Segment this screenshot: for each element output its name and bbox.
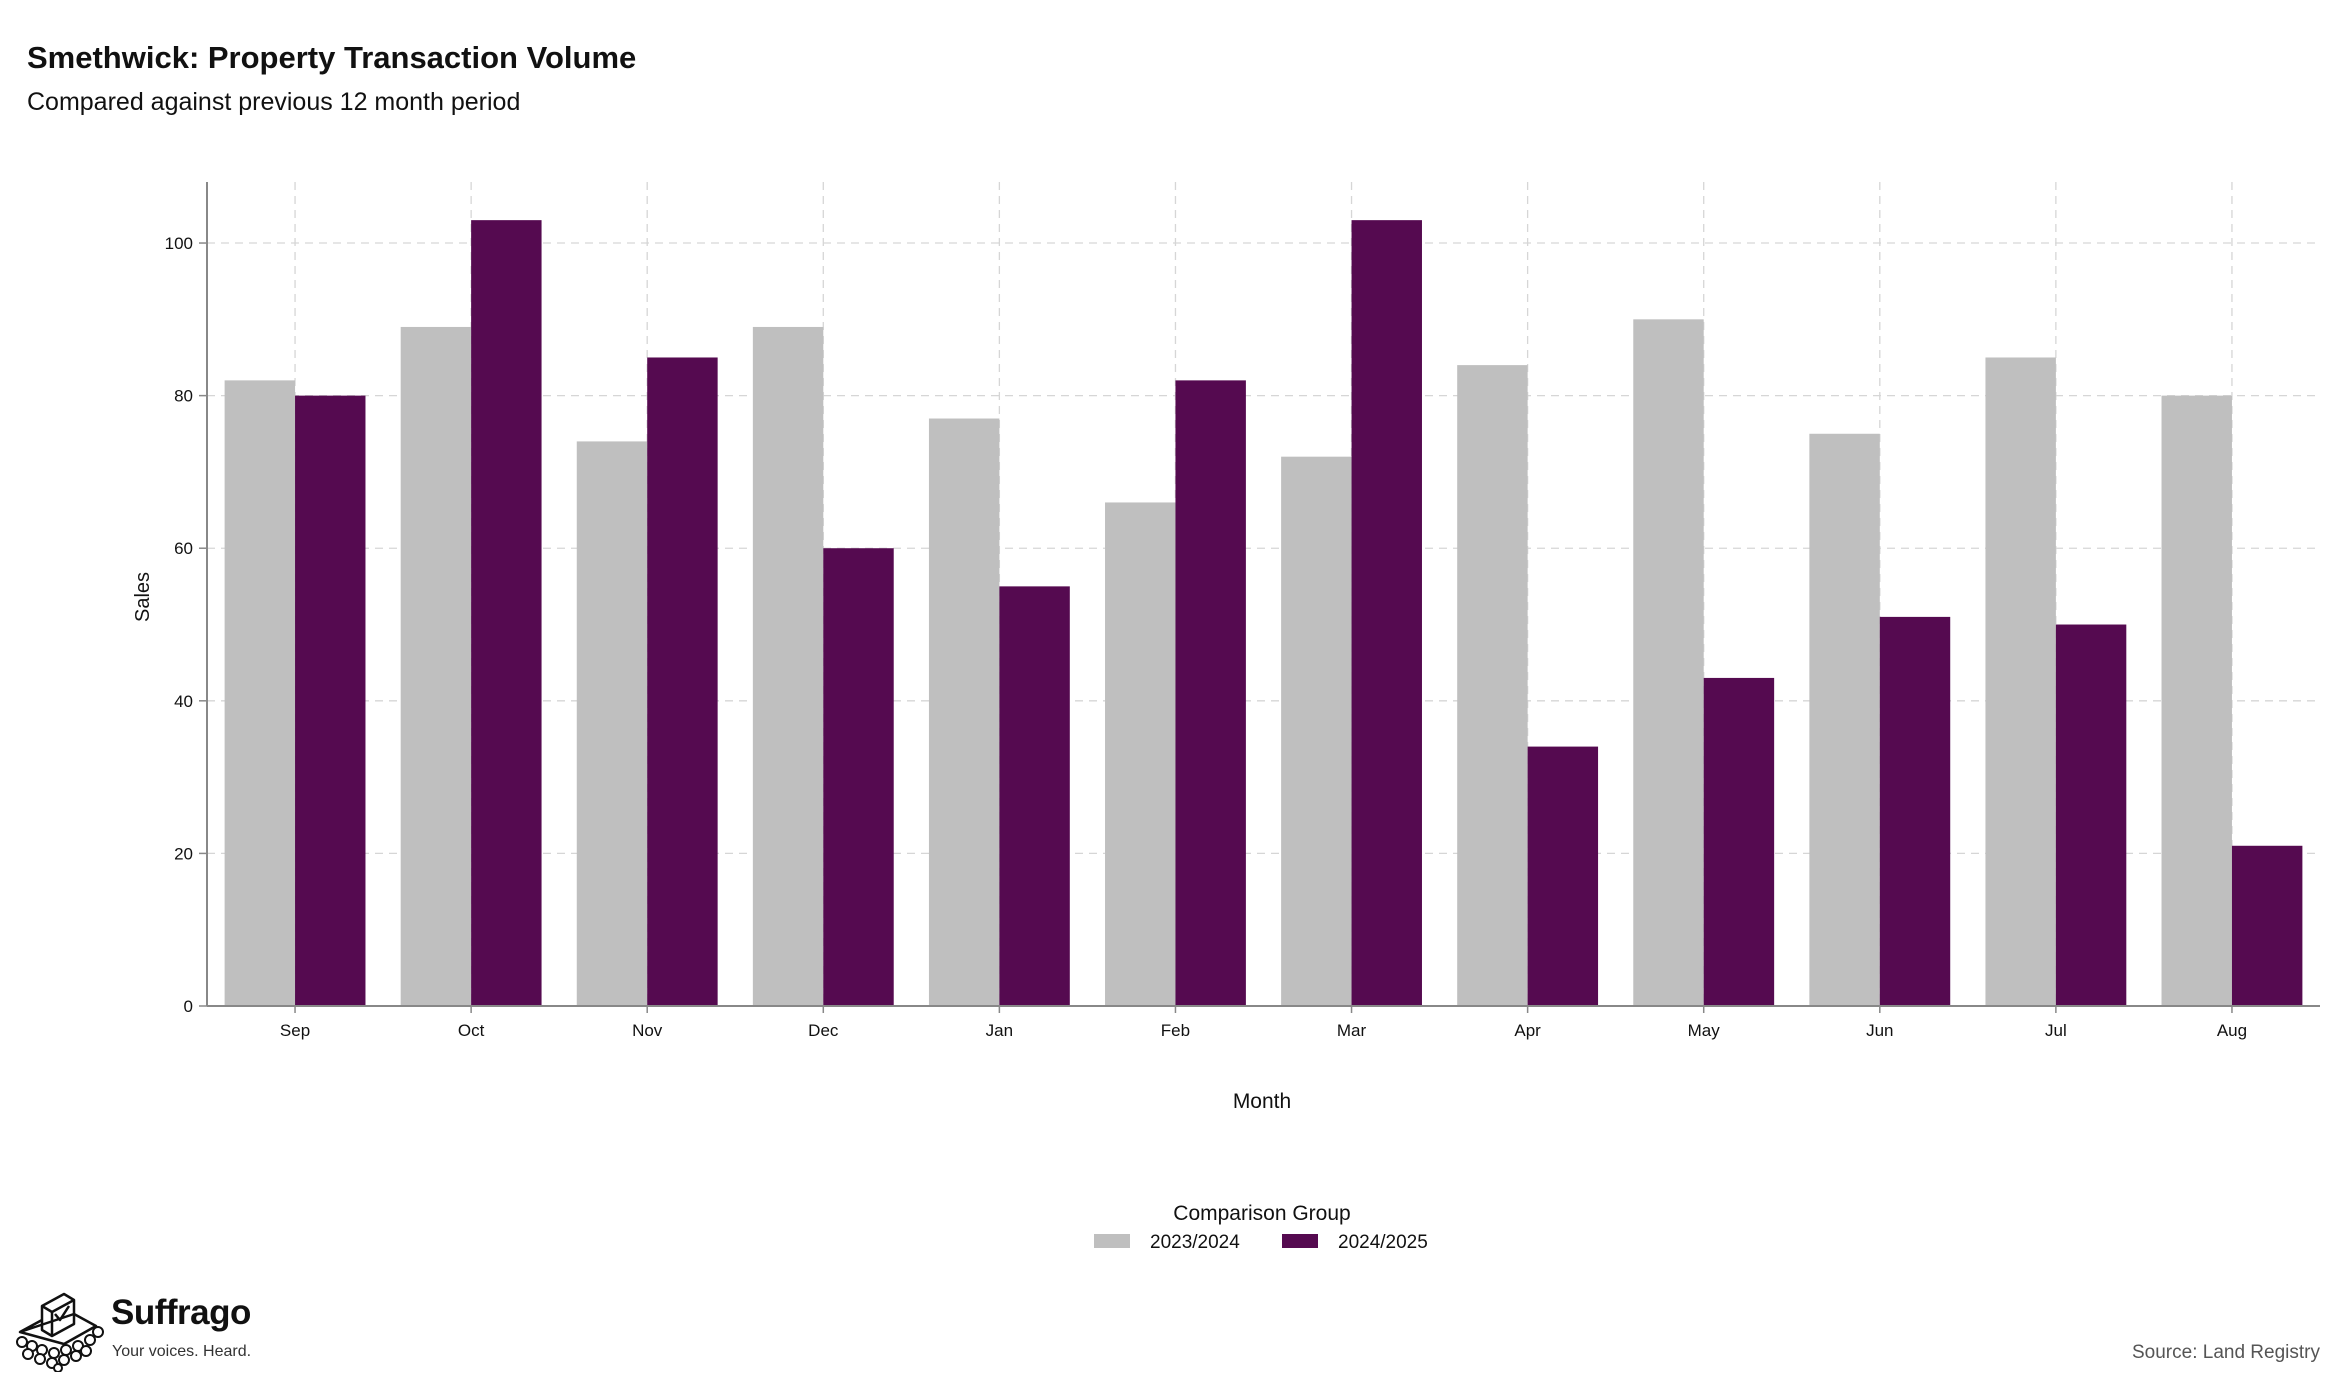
legend-title: Comparison Group [1173, 1202, 1350, 1225]
bar-2023-2024-mar [1281, 456, 1352, 1007]
brand-name: Suffrago [111, 1293, 251, 1332]
bar-2023-2024-aug [2161, 395, 2232, 1006]
bar-2023-2024-dec [752, 326, 824, 1006]
y-axis-label: Sales [132, 572, 154, 622]
bar-2024-2025-jul [2055, 624, 2127, 1006]
x-tick-label: Nov [632, 1021, 663, 1040]
bar-2024-2025-nov [647, 357, 718, 1007]
bar-2024-2025-dec [823, 548, 894, 1006]
bar-2024-2025-feb [1175, 380, 1246, 1006]
bar-2023-2024-may [1633, 319, 1704, 1006]
x-tick-label: Jul [2045, 1021, 2067, 1040]
x-tick-label: May [1688, 1021, 1721, 1040]
legend-label: 2024/2025 [1338, 1232, 1428, 1253]
chart-title: Smethwick: Property Transaction Volume [27, 40, 637, 75]
y-tick-label: 40 [174, 692, 193, 711]
y-tick-label: 20 [174, 844, 193, 863]
bar-2023-2024-oct [400, 326, 472, 1006]
x-tick-label: Jan [986, 1021, 1013, 1040]
brand-tagline: Your voices. Heard. [112, 1343, 252, 1360]
bar-2023-2024-jan [928, 418, 1000, 1006]
bar-chart: 0 20 40 60 80 100 Sep Oct Nov Dec Jan Feb Mar Apr May… [132, 182, 2320, 1253]
y-tick-labels: 0 20 40 60 80 100 [165, 234, 193, 1016]
x-tick-label: Jun [1866, 1021, 1893, 1040]
bar-2024-2025-jun [1879, 616, 1951, 1006]
bar-2024-2025-oct [471, 220, 542, 1007]
x-tick-labels: Sep Oct Nov Dec Jan Feb Mar Apr May Jun Jul Aug [280, 1021, 2247, 1040]
bar-2024-2025-aug [2231, 845, 2303, 1006]
brand-block: Suffrago Your voices. Heard. [14, 1290, 274, 1380]
x-tick-label: Aug [2217, 1021, 2247, 1040]
x-tick-label: Sep [280, 1021, 310, 1040]
y-tick-label: 60 [174, 539, 193, 558]
x-tick-label: Oct [458, 1021, 485, 1040]
bar-2024-2025-jan [999, 586, 1070, 1006]
legend-label: 2023/2024 [1150, 1232, 1240, 1253]
y-tick-label: 100 [165, 234, 193, 253]
x-axis-label: Month [1233, 1090, 1291, 1113]
legend-swatch [1282, 1234, 1318, 1248]
x-tick-label: Apr [1514, 1021, 1541, 1040]
bar-2023-2024-jun [1809, 433, 1880, 1006]
y-tick-label: 0 [184, 997, 193, 1016]
x-tick-label: Dec [808, 1021, 839, 1040]
bar-2024-2025-sep [295, 395, 366, 1006]
chart-subtitle: Compared against previous 12 month perio… [27, 88, 521, 116]
bars [224, 220, 2303, 1007]
legend: 2023/2024 2024/2025 [1094, 1232, 1428, 1253]
y-tick-label: 80 [174, 387, 193, 406]
bar-2023-2024-nov [576, 441, 648, 1006]
bar-2024-2025-apr [1527, 746, 1599, 1006]
bar-2023-2024-feb [1105, 502, 1176, 1006]
bar-2023-2024-jul [1985, 357, 2056, 1007]
bar-2023-2024-sep [224, 380, 296, 1006]
bar-2024-2025-mar [1351, 220, 1422, 1007]
legend-swatch [1094, 1234, 1130, 1248]
ballot-box-icon [16, 1292, 104, 1372]
source-note: Source: Land Registry [2132, 1342, 2320, 1363]
x-tick-label: Feb [1161, 1021, 1190, 1040]
axes [199, 182, 2320, 1013]
bar-2023-2024-apr [1457, 365, 1528, 1007]
bar-2024-2025-may [1703, 677, 1775, 1006]
x-tick-label: Mar [1337, 1021, 1367, 1040]
